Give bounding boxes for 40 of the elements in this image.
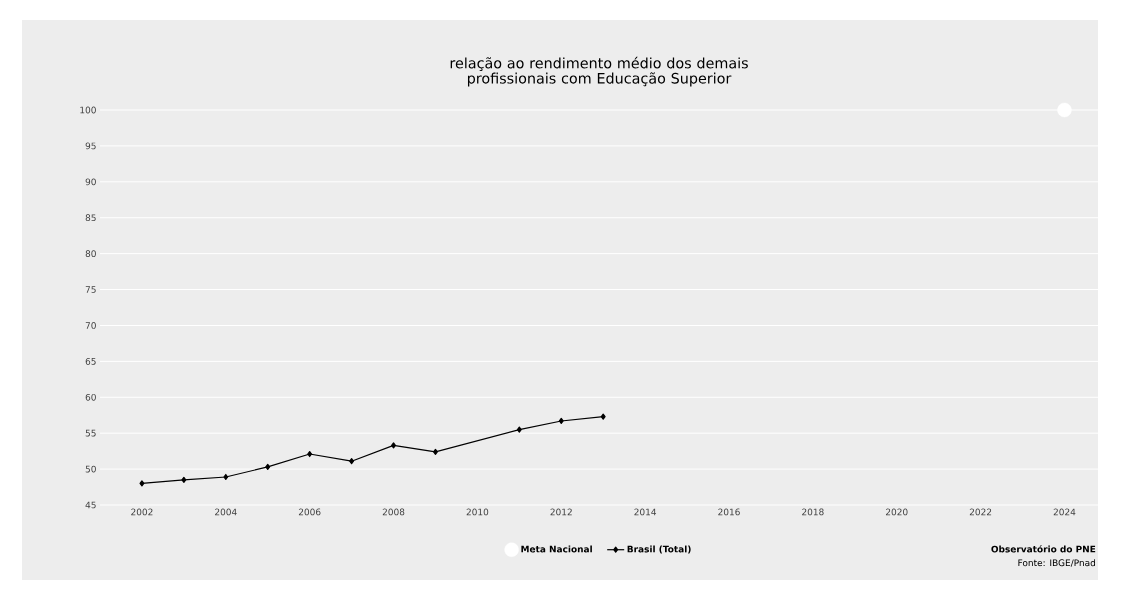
y-tick-label: 45 [85,501,96,509]
y-tick-label: 70 [85,322,96,329]
x-tick-label: 2018 [802,508,824,516]
x-tick-label: 2012 [550,508,572,516]
y-tick-label: 100 [80,106,96,114]
x-tick-label: 2008 [382,508,405,516]
source-note: Fonte: IBGE/Pnad [1018,559,1096,567]
y-tick-label: 95 [85,142,96,150]
point [223,473,229,481]
chart-title: relação ao rendimento médio dos demais profissionais com Educação Superior [450,56,748,87]
x-tick-label: 2024 [1053,508,1076,516]
y-tick-label: 90 [85,178,96,186]
point [349,458,355,465]
point [600,413,606,420]
legend-label: Brasil (Total) [627,545,691,554]
x-tick-label: 2016 [718,508,740,516]
y-tick-label: 50 [85,465,96,473]
y-tick-label: 85 [85,214,96,222]
y-tick-label: 80 [85,250,96,258]
x-tick-label: 2020 [885,508,908,516]
point [558,417,564,425]
y-tick-label: 55 [85,429,96,437]
point [433,448,438,455]
y-tick-label: 75 [85,286,96,293]
x-tick-label: 2022 [969,508,992,516]
x-tick-label: 2010 [466,508,489,516]
legend-label: Meta Nacional [521,545,592,553]
x-tick-label: 2014 [634,508,657,516]
x-tick-label: 2002 [131,508,153,516]
point [181,476,187,483]
y-tick-label: 65 [85,357,96,365]
point [139,480,145,487]
point [307,450,313,458]
text: Observatório do PNE [991,545,1096,553]
point [391,442,396,449]
y-tick-label: 60 [85,393,96,401]
x-tick-label: 2004 [215,508,237,516]
point [516,426,522,433]
point [265,463,271,471]
x-tick-label: 2006 [298,508,321,516]
